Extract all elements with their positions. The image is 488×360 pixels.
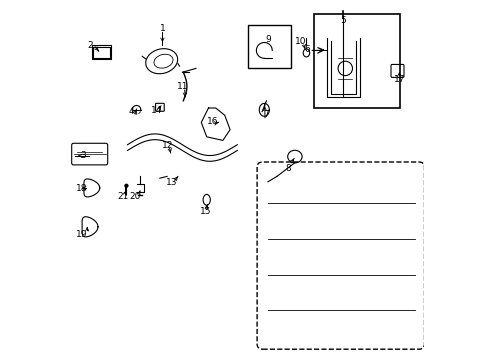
Text: 4: 4 bbox=[128, 108, 134, 117]
Text: 13: 13 bbox=[166, 179, 178, 188]
Text: 20: 20 bbox=[129, 192, 141, 201]
Text: 10: 10 bbox=[294, 37, 305, 46]
Text: 15: 15 bbox=[200, 207, 211, 216]
Text: 18: 18 bbox=[76, 184, 87, 193]
Text: 2: 2 bbox=[87, 41, 93, 50]
Bar bbox=[313, 14, 400, 108]
Text: 6: 6 bbox=[303, 45, 309, 54]
Text: 14: 14 bbox=[150, 107, 162, 116]
Text: 7: 7 bbox=[263, 110, 269, 119]
Text: 19: 19 bbox=[76, 230, 87, 239]
Text: 17: 17 bbox=[393, 76, 404, 85]
Circle shape bbox=[125, 184, 127, 187]
Text: 9: 9 bbox=[265, 35, 270, 44]
Text: 16: 16 bbox=[207, 117, 219, 126]
Text: 5: 5 bbox=[339, 16, 345, 25]
Text: 3: 3 bbox=[80, 152, 86, 161]
Text: 8: 8 bbox=[285, 164, 290, 173]
Text: 21: 21 bbox=[117, 192, 129, 201]
Bar bbox=[247, 25, 291, 68]
Text: 11: 11 bbox=[177, 82, 188, 91]
Text: 1: 1 bbox=[159, 24, 165, 33]
Text: 12: 12 bbox=[162, 141, 173, 150]
